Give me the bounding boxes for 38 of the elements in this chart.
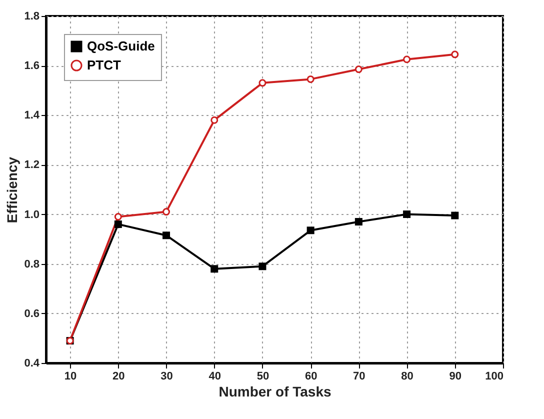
x-tick-label: 100 — [485, 370, 504, 382]
y-tick-label: 0.6 — [24, 308, 40, 320]
point — [403, 210, 411, 218]
point — [162, 232, 170, 240]
x-tick-label: 10 — [64, 370, 77, 382]
point — [354, 66, 362, 74]
y-tick-label: 1.0 — [24, 208, 40, 221]
legend-label: QoS-Guide — [87, 38, 155, 54]
point — [451, 212, 459, 220]
point — [210, 265, 218, 273]
point — [451, 50, 459, 58]
point — [306, 75, 314, 83]
x-tick-label: 90 — [449, 370, 462, 382]
x-tick-label: 60 — [304, 370, 318, 382]
y-tick-label: 1.4 — [24, 110, 40, 122]
y-tick-label: 1.8 — [24, 10, 40, 22]
point — [210, 116, 218, 124]
y-tick-label: 1.6 — [24, 60, 40, 72]
x-tick-label: 20 — [112, 370, 125, 382]
y-tick-label: 0.4 — [24, 358, 40, 370]
x-tick-label: 40 — [208, 370, 221, 382]
point — [258, 262, 266, 270]
x-tick-label: 70 — [353, 370, 366, 382]
legend-label: PTCT — [87, 58, 121, 72]
y-axis-title: Efficiency — [4, 156, 20, 224]
point — [403, 56, 411, 64]
point — [114, 220, 122, 228]
point — [258, 79, 266, 87]
point — [114, 213, 122, 221]
x-tick-label: 50 — [256, 370, 270, 382]
point — [306, 226, 314, 234]
point — [354, 218, 362, 226]
x-tick-label: 30 — [160, 370, 173, 382]
y-tick-label: 0.8 — [24, 258, 40, 270]
x-tick-label: 80 — [401, 370, 414, 382]
y-tick-label: 1.2 — [24, 159, 40, 172]
point — [162, 208, 170, 216]
x-axis-title: Number of Tasks — [218, 384, 332, 400]
